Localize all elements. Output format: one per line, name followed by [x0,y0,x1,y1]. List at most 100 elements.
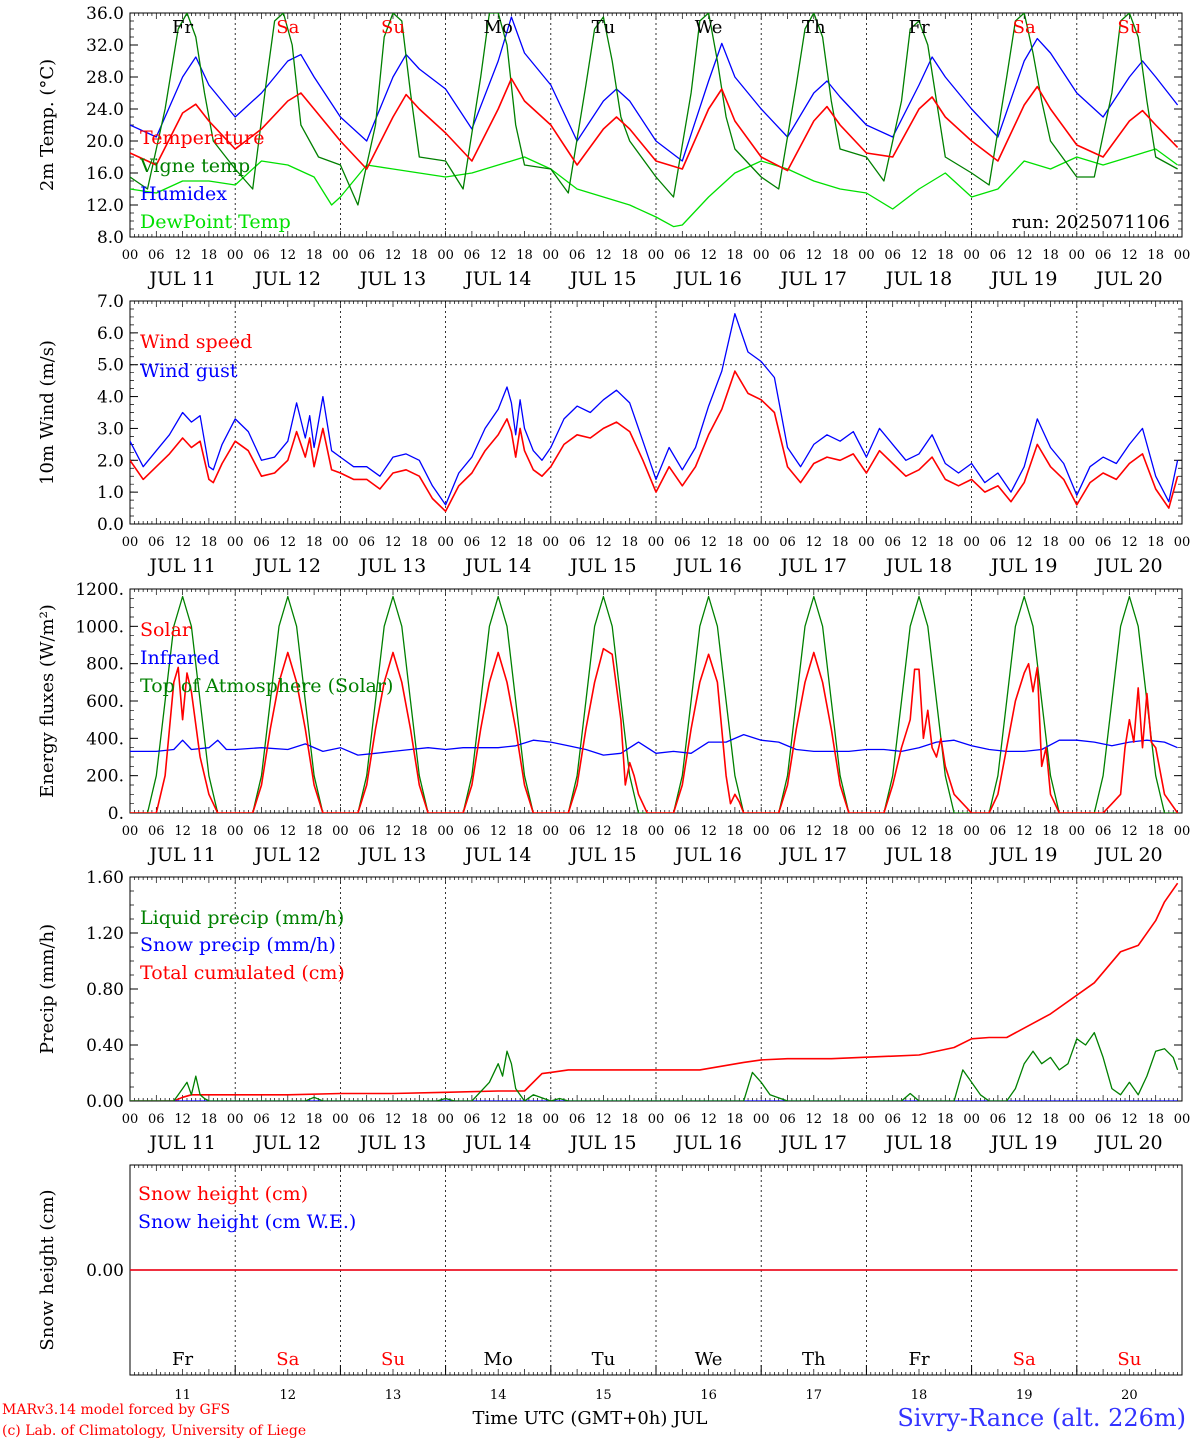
day-label: JUL 18 [884,1132,952,1154]
y-tick-label: 0.0 [97,515,124,535]
weekday-label: Mo [484,17,513,38]
hour-label: 00 [227,1112,244,1127]
hour-label: 18 [621,824,638,839]
y-axis-title: 2m Temp. (°C) [37,59,58,191]
hour-label: 12 [1121,535,1138,550]
hour-label: 06 [569,248,586,263]
day-label: JUL 16 [673,1132,741,1154]
y-tick-label: 28.0 [86,68,124,88]
hour-label: 00 [858,824,875,839]
y-tick-label: 36.0 [86,4,124,24]
hour-label: 12 [174,248,191,263]
day-label: JUL 18 [884,844,952,866]
hour-label: 00 [1174,248,1191,263]
hour-label: 18 [937,248,954,263]
day-label: JUL 14 [463,844,531,866]
weekday-label: Su [381,1349,405,1370]
weekday-label: Fr [908,1349,929,1370]
model-credit: MARv3.14 model forced by GFS [2,1402,230,1418]
y-tick-label: 0.00 [86,1261,124,1281]
hour-label: 06 [358,248,375,263]
day-label: JUL 13 [358,844,426,866]
day-label: JUL 12 [253,555,321,577]
hour-label: 06 [779,535,796,550]
hour-label: 00 [122,535,139,550]
run-label: run: 2025071106 [1012,212,1170,233]
series-group [130,313,1179,513]
hour-label: 00 [543,824,560,839]
day-number: 13 [385,1388,402,1403]
hour-label: 18 [1042,535,1059,550]
hour-label: 12 [1016,248,1033,263]
hour-label: 12 [806,535,823,550]
hour-label: 00 [858,535,875,550]
y-axis-title: 10m Wind (m/s) [37,340,58,485]
hour-label: 00 [227,248,244,263]
day-label: JUL 15 [568,555,636,577]
y-tick-label: 0.40 [86,1036,124,1056]
hour-label: 06 [674,248,691,263]
hour-label: 12 [280,535,297,550]
y-tick-label: 200. [86,767,124,787]
hour-label: 00 [963,824,980,839]
hour-label: 06 [253,824,270,839]
hour-label: 00 [332,824,349,839]
hour-ticks [129,877,1183,1101]
hour-label: 06 [674,1112,691,1127]
hour-label: 06 [148,1112,165,1127]
y-tick-label: 1.0 [97,483,124,503]
hour-label: 00 [753,824,770,839]
hour-label: 18 [727,824,744,839]
y-tick-label: 20.0 [86,132,124,152]
hour-label: 12 [490,535,507,550]
series-line-solar [130,647,1179,813]
legend-entry: Liquid precip (mm/h) [140,907,344,929]
day-number: 17 [806,1388,823,1403]
hour-label: 18 [832,824,849,839]
hour-label: 00 [753,535,770,550]
weekday-label: Fr [908,17,929,38]
day-label: JUL 19 [989,1132,1057,1154]
hour-label: 06 [358,824,375,839]
hour-ticks [129,589,1183,813]
weekday-label: We [695,1349,723,1370]
hour-label: 06 [1095,535,1112,550]
day-number: 12 [280,1388,297,1403]
y-tick-label: 3.0 [97,419,124,439]
hour-label: 00 [963,535,980,550]
hour-label: 06 [569,535,586,550]
hour-label: 12 [490,824,507,839]
hour-label: 00 [1069,1112,1086,1127]
hour-label: 12 [700,824,717,839]
hour-label: 00 [648,824,665,839]
hour-label: 12 [595,824,612,839]
y-tick-label: 800. [86,655,124,675]
weekday-label: Sa [276,17,299,38]
day-label: JUL 18 [884,268,952,290]
hour-label: 12 [385,535,402,550]
hour-label: 18 [411,1112,428,1127]
day-label: JUL 11 [147,1132,215,1154]
y-tick-label: 6.0 [97,324,124,344]
hour-label: 00 [227,824,244,839]
hour-label: 00 [648,248,665,263]
hour-label: 06 [464,535,481,550]
day-label: JUL 20 [1094,1132,1162,1154]
series-line-wind-gust [130,313,1179,506]
y-tick-label: 1.20 [86,924,124,944]
hour-label: 12 [1121,1112,1138,1127]
hour-label: 12 [174,535,191,550]
hour-label: 00 [753,1112,770,1127]
hour-label: 00 [332,1112,349,1127]
hour-label: 06 [1095,824,1112,839]
hour-label: 00 [1174,824,1191,839]
legend-entry: Humidex [140,183,227,205]
day-label: JUL 17 [779,1132,847,1154]
hour-label: 12 [174,1112,191,1127]
hour-label: 12 [280,248,297,263]
hour-label: 06 [569,824,586,839]
hour-label: 06 [148,824,165,839]
hour-label: 12 [595,535,612,550]
legend-entry: Vigne temp [139,155,250,177]
hour-label: 00 [543,248,560,263]
